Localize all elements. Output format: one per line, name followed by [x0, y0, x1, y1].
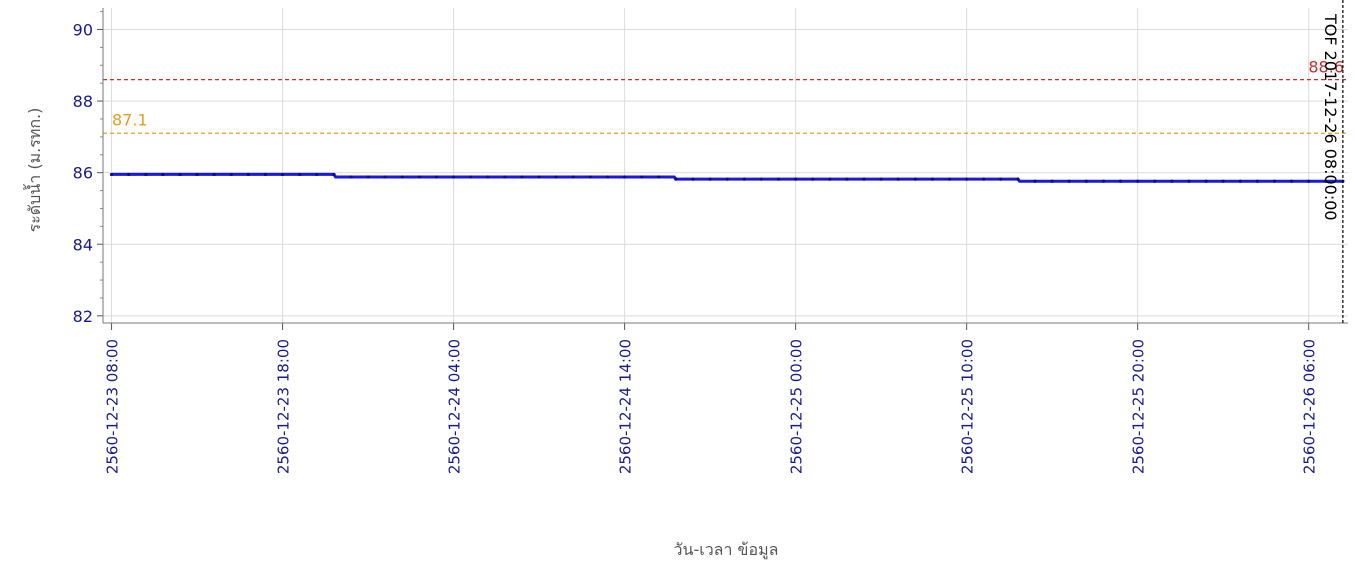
data-point [913, 177, 917, 181]
data-point [1255, 179, 1259, 183]
x-tick-label: 2560-12-25 00:00 [788, 339, 806, 474]
data-point [161, 172, 165, 177]
data-point [554, 175, 558, 179]
data-point [1187, 179, 1191, 183]
marker-label: TOF 2017-12-26 08:00:00 [1321, 13, 1340, 221]
data-point [1272, 179, 1277, 183]
data-point [1324, 179, 1328, 183]
plot-background [103, 8, 1348, 323]
data-point [862, 177, 866, 181]
data-point [640, 175, 644, 179]
series-layer [109, 172, 1345, 183]
data-point [246, 172, 250, 177]
x-tick-label: 2560-12-26 06:00 [1301, 339, 1319, 474]
data-point [486, 175, 490, 179]
data-point [725, 177, 729, 181]
data-point [845, 177, 849, 181]
data-point [879, 177, 883, 181]
y-tick-label: 86 [73, 164, 93, 183]
data-point [896, 177, 900, 181]
data-point [144, 172, 148, 177]
data-point [691, 177, 695, 181]
data-point [657, 175, 661, 179]
data-point [195, 172, 199, 177]
tof-marker: TOF 2017-12-26 08:00:00 [1321, 0, 1344, 323]
reference-lines: 88.6 87.1 [103, 58, 1348, 134]
y-tick-label: 90 [73, 20, 93, 39]
data-point [1033, 179, 1037, 183]
data-point [999, 177, 1003, 181]
data-point [1289, 179, 1294, 183]
data-point [1016, 177, 1020, 181]
data-point [794, 177, 798, 181]
x-tick-label: 2560-12-25 10:00 [959, 339, 977, 474]
data-point [520, 175, 524, 179]
plot-area [103, 8, 1348, 323]
reference-label: 88.6 [1308, 58, 1344, 77]
data-point [1307, 179, 1311, 183]
data-point [503, 175, 507, 179]
x-tick-label: 2560-12-24 04:00 [446, 339, 464, 474]
data-point [417, 175, 421, 179]
x-axis-title: วัน-เวลา ข้อมูล [674, 540, 779, 560]
data-point [332, 172, 336, 177]
y-tick-label: 88 [73, 92, 93, 111]
data-point [623, 175, 627, 179]
data-point [383, 175, 387, 179]
data-point [759, 177, 764, 181]
data-point [1067, 179, 1071, 183]
gridlines [103, 8, 1348, 323]
data-point [1050, 179, 1054, 183]
data-point [263, 172, 268, 177]
data-point [776, 177, 781, 181]
data-point [537, 175, 541, 179]
data-point [1170, 179, 1174, 183]
y-tick-label: 82 [73, 307, 93, 326]
data-point [212, 172, 216, 177]
data-point [588, 175, 592, 179]
data-point [127, 172, 131, 177]
data-point [1101, 179, 1106, 183]
y-tick-label: 84 [73, 235, 93, 254]
data-point [605, 175, 610, 179]
data-point [298, 172, 302, 177]
data-point [930, 177, 935, 181]
data-point [400, 175, 404, 179]
data-point [1204, 179, 1208, 183]
data-point [571, 175, 575, 179]
x-tick-label: 2560-12-24 14:00 [617, 339, 635, 474]
data-point [674, 177, 678, 181]
x-tick-label: 2560-12-23 08:00 [104, 339, 122, 474]
data-point [1118, 179, 1123, 183]
x-tick-label: 2560-12-23 18:00 [275, 339, 293, 474]
data-point [349, 175, 353, 179]
data-point [315, 172, 319, 177]
data-point [708, 177, 712, 181]
data-point [965, 177, 969, 181]
data-point [1136, 179, 1140, 183]
data-point [109, 172, 114, 177]
data-point [434, 175, 439, 179]
data-point [451, 175, 456, 179]
axes: 90 88 86 84 82 2560-12-23 08:00 2560-12-23 18:… [73, 8, 1348, 474]
data-point [742, 177, 746, 181]
data-point [1153, 179, 1157, 183]
reference-label: 87.1 [112, 110, 148, 129]
data-point [811, 177, 815, 181]
data-point [947, 177, 952, 181]
y-axis-title: ระดับน้ำ (ม.รทก.) [23, 108, 44, 233]
data-point [280, 172, 285, 177]
data-point [1084, 179, 1088, 183]
data-point [229, 172, 233, 177]
data-point [828, 177, 832, 181]
x-tick-label: 2560-12-25 20:00 [1130, 339, 1148, 474]
data-point [366, 175, 370, 179]
data-point [1238, 179, 1242, 183]
data-point [178, 172, 182, 177]
data-point [982, 177, 986, 181]
data-point [1221, 179, 1225, 183]
data-point [469, 175, 473, 179]
